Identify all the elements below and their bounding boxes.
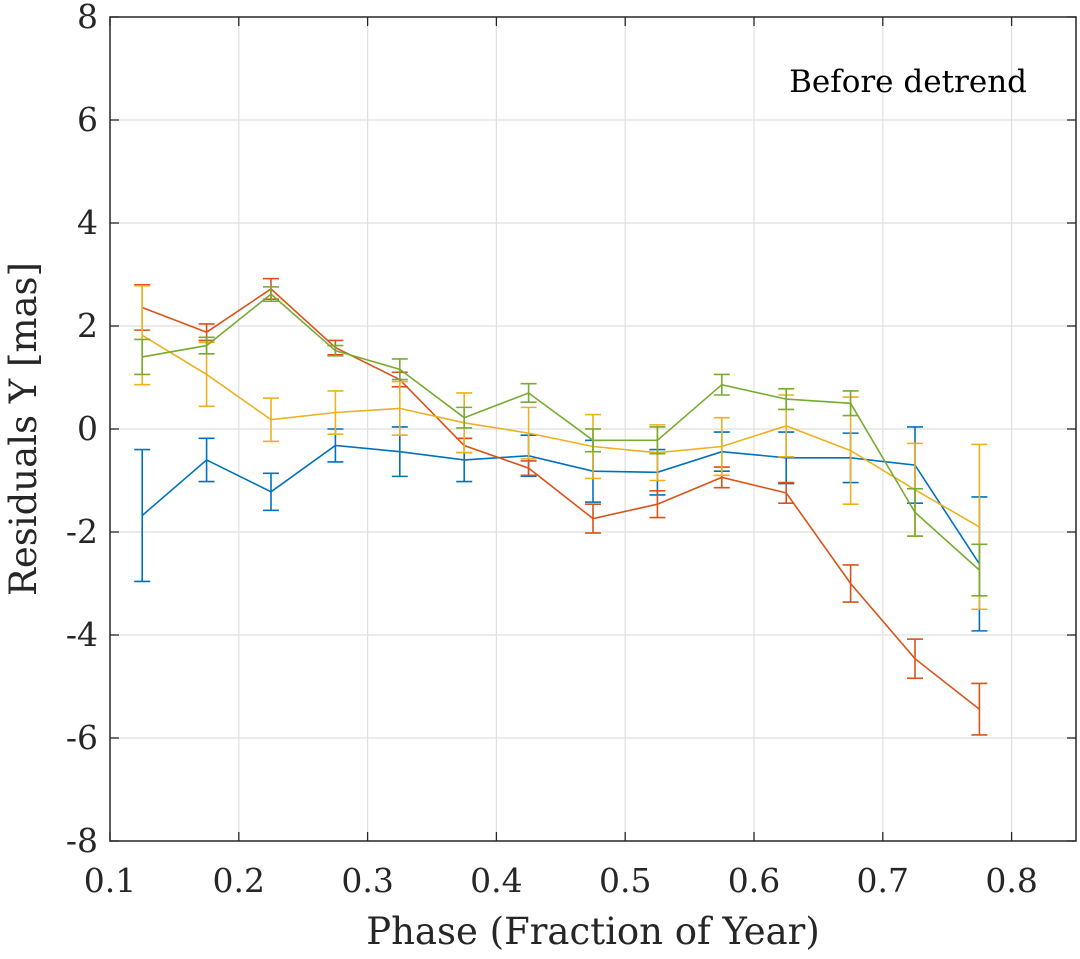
- error-bar: [520, 406, 537, 460]
- error-bar: [713, 373, 730, 396]
- y-tick-label: -4: [66, 615, 98, 654]
- series-line: [141, 287, 980, 710]
- error-bar: [263, 397, 279, 443]
- y-axis-title: Residuals Y [mas]: [2, 262, 45, 596]
- y-tick-label: 0: [77, 409, 98, 448]
- error-bar: [520, 460, 537, 477]
- annotation-before-detrend: Before detrend: [789, 64, 1027, 100]
- x-tick-label: 0.4: [470, 861, 522, 900]
- x-tick-label: 0.3: [341, 861, 393, 900]
- error-bar: [134, 448, 151, 583]
- ticks: [109, 16, 1076, 842]
- error-bar: [907, 487, 923, 537]
- error-bar: [649, 489, 666, 519]
- error-bar: [778, 481, 795, 504]
- error-bar: [520, 382, 537, 404]
- error-bar: [585, 503, 601, 534]
- series-line: [142, 293, 980, 571]
- series-4: [134, 286, 988, 597]
- error-bar: [134, 338, 151, 376]
- error-bar: [263, 286, 279, 303]
- error-bar: [713, 416, 730, 477]
- error-bar: [456, 406, 473, 429]
- y-tick-label: -2: [66, 512, 98, 551]
- error-bar: [327, 390, 344, 435]
- error-bar: [842, 564, 859, 603]
- error-bar: [971, 543, 988, 597]
- series-line: [141, 334, 980, 528]
- x-tick-label: 0.1: [84, 861, 136, 900]
- error-bar: [907, 638, 923, 680]
- y-tick-label: 2: [77, 306, 98, 345]
- error-bar: [198, 437, 215, 483]
- y-tick-label: -6: [66, 718, 98, 757]
- error-bar: [585, 428, 601, 453]
- error-bar: [327, 344, 344, 357]
- error-bar: [263, 472, 279, 512]
- x-tick-label: 0.8: [985, 861, 1037, 900]
- x-axis-title: Phase (Fraction of Year): [366, 910, 820, 953]
- y-tick-label: 8: [77, 0, 98, 36]
- error-bar: [649, 426, 666, 455]
- x-tick-label: 0.2: [213, 861, 265, 900]
- error-bar: [971, 682, 988, 736]
- error-bar: [198, 336, 215, 355]
- error-bar: [842, 390, 859, 417]
- error-bar: [391, 380, 408, 436]
- series-layer: [134, 277, 988, 736]
- series-1: [134, 426, 988, 632]
- y-tick-label: 4: [77, 203, 98, 242]
- series-line: [141, 444, 981, 565]
- error-bar: [778, 388, 795, 411]
- y-tick-label: 6: [77, 100, 98, 139]
- x-tick-label: 0.7: [857, 861, 909, 900]
- x-tick-label: 0.6: [728, 861, 780, 900]
- tick-labels: 0.1 0.2 0.3 0.4 0.5 0.6 0.7 0.8 -8 -6 -4 -2 0 2 4 6 8: [66, 0, 1038, 900]
- error-bar: [391, 358, 408, 381]
- y-tick-label: -8: [66, 821, 98, 860]
- x-tick-label: 0.5: [599, 861, 651, 900]
